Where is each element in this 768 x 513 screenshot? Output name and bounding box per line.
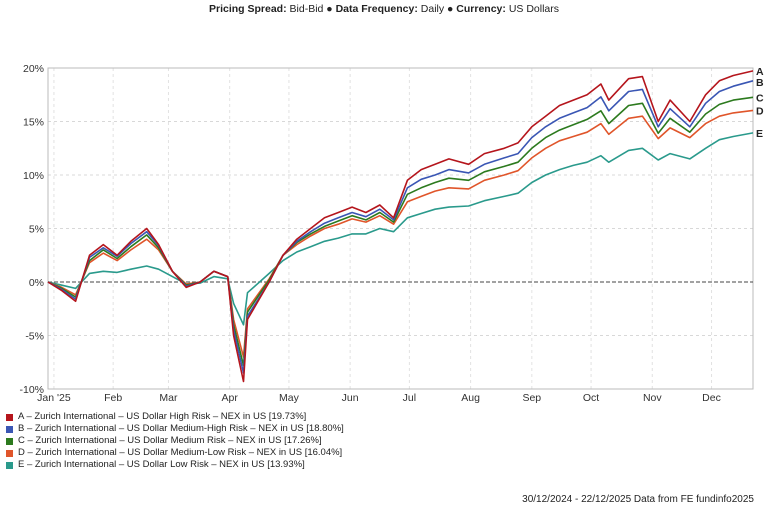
legend-swatch bbox=[6, 449, 13, 457]
legend-label: E – Zurich International – US Dollar Low… bbox=[18, 459, 305, 470]
y-tick-label: -10% bbox=[19, 384, 44, 396]
series-line-d bbox=[47, 109, 754, 358]
x-tick-label: Aug bbox=[461, 392, 480, 404]
currency-value: US Dollars bbox=[508, 3, 560, 15]
x-tick-label: Apr bbox=[222, 392, 239, 404]
frequency-value: Daily bbox=[420, 3, 445, 15]
legend-swatch bbox=[6, 461, 13, 469]
chart-legend: A – Zurich International – US Dollar Hig… bbox=[6, 411, 344, 471]
y-tick-label: 20% bbox=[23, 63, 44, 75]
x-tick-label: Nov bbox=[643, 392, 662, 404]
x-tick-label: Feb bbox=[104, 392, 122, 404]
series-end-label: A bbox=[756, 66, 764, 78]
plot-frame bbox=[47, 67, 754, 390]
y-tick-label: 10% bbox=[23, 170, 44, 182]
y-tick-label: 15% bbox=[23, 117, 44, 129]
y-tick-label: 0% bbox=[29, 277, 44, 289]
y-tick-label: 5% bbox=[29, 224, 44, 236]
series-line-e bbox=[47, 132, 754, 326]
x-tick-label: Jan '25 bbox=[37, 392, 71, 404]
x-tick-label: Sep bbox=[522, 392, 541, 404]
legend-label: B – Zurich International – US Dollar Med… bbox=[18, 423, 344, 434]
legend-label: D – Zurich International – US Dollar Med… bbox=[18, 447, 343, 458]
x-tick-label: Jul bbox=[403, 392, 416, 404]
legend-swatch bbox=[6, 413, 13, 421]
x-tick-label: Mar bbox=[159, 392, 178, 404]
date-range-footer: 30/12/2024 - 22/12/2025 Data from FE fun… bbox=[522, 494, 754, 505]
legend-label: A – Zurich International – US Dollar Hig… bbox=[18, 411, 307, 422]
series-end-label: C bbox=[756, 92, 764, 104]
header-separator: ● bbox=[323, 3, 336, 15]
series-end-label: D bbox=[756, 105, 764, 117]
header-separator: ● bbox=[444, 3, 457, 15]
series-end-label: E bbox=[756, 128, 763, 140]
frequency-label: Data Frequency: bbox=[335, 3, 418, 15]
performance-chart: 20% 15% 10% 5% 0% -5% -10%Jan '25 Feb Mar Apr May J… bbox=[19, 63, 764, 404]
series-line-a bbox=[47, 70, 754, 383]
spread-value: Bid-Bid bbox=[289, 3, 324, 15]
series-line-c bbox=[47, 96, 754, 367]
x-tick-label: Dec bbox=[702, 392, 721, 404]
series-end-label: B bbox=[756, 77, 764, 89]
currency-label: Currency: bbox=[456, 3, 506, 15]
chart-header: Pricing Spread: Bid-Bid ● Data Frequency… bbox=[0, 3, 768, 15]
legend-item: A – Zurich International – US Dollar Hig… bbox=[6, 411, 344, 423]
series-line-b bbox=[47, 80, 754, 374]
x-tick-label: May bbox=[279, 392, 300, 404]
spread-label: Pricing Spread: bbox=[208, 3, 287, 15]
legend-swatch bbox=[6, 437, 13, 445]
legend-item: B – Zurich International – US Dollar Med… bbox=[6, 423, 344, 435]
legend-item: C – Zurich International – US Dollar Med… bbox=[6, 435, 344, 447]
legend-swatch bbox=[6, 425, 13, 433]
x-tick-label: Jun bbox=[342, 392, 359, 404]
legend-item: D – Zurich International – US Dollar Med… bbox=[6, 447, 344, 459]
legend-item: E – Zurich International – US Dollar Low… bbox=[6, 459, 344, 471]
x-tick-label: Oct bbox=[583, 392, 599, 404]
y-tick-label: -5% bbox=[25, 331, 44, 343]
legend-label: C – Zurich International – US Dollar Med… bbox=[18, 435, 322, 446]
